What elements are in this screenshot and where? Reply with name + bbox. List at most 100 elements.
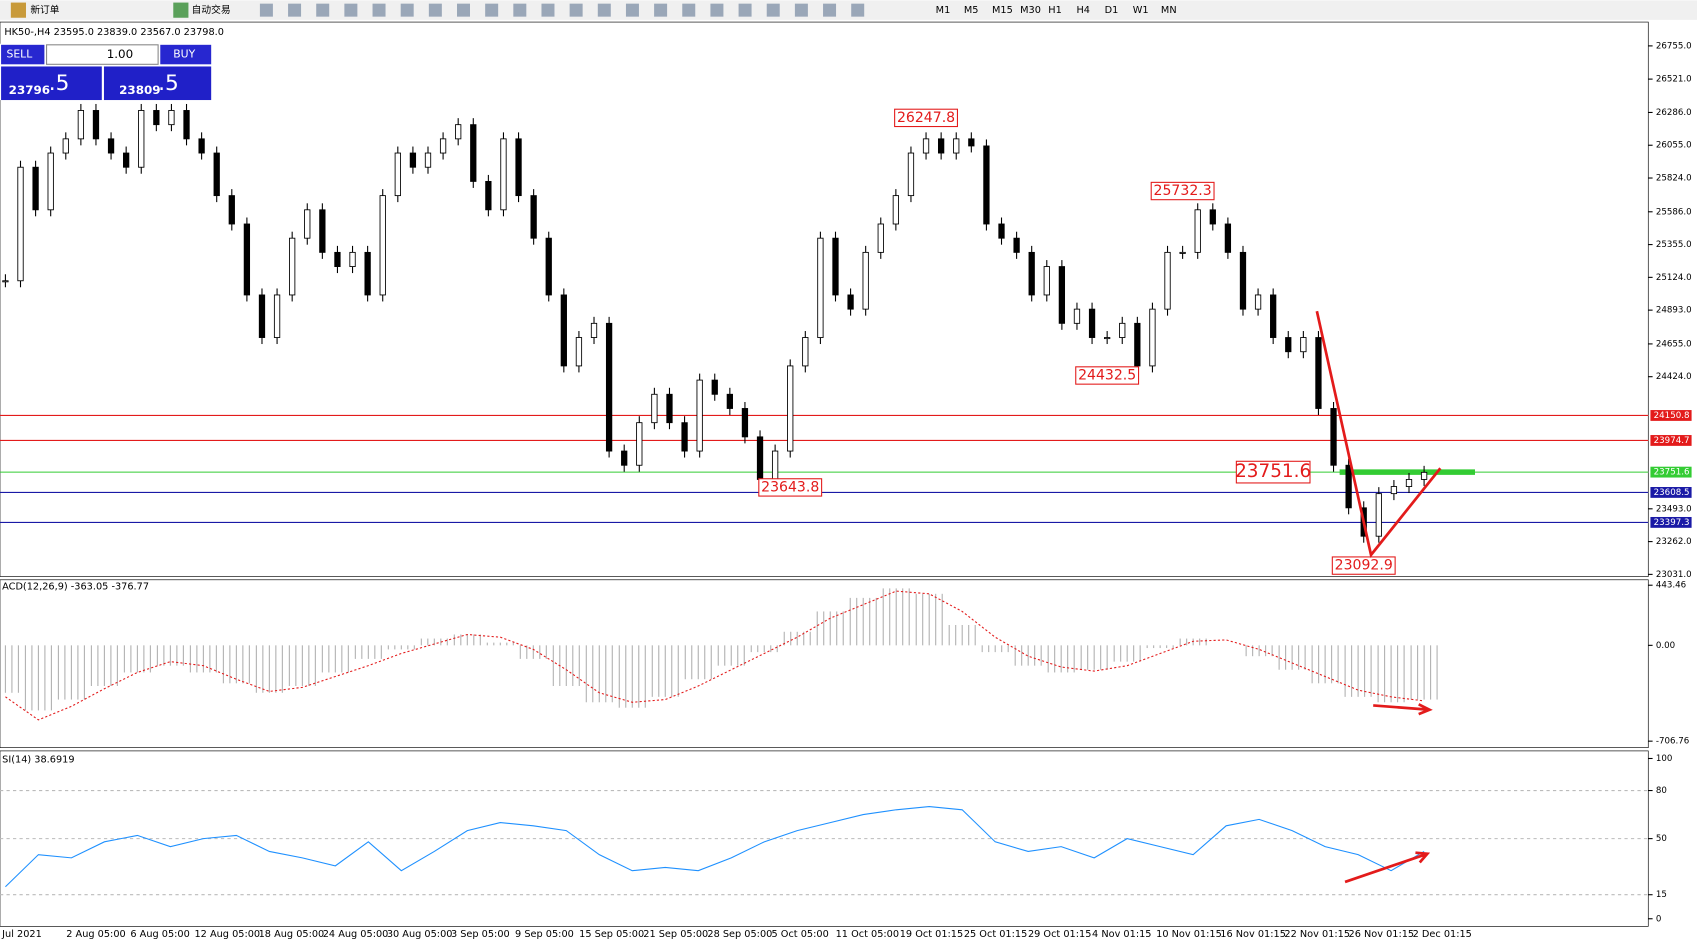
toolbar-icon[interactable]	[569, 3, 583, 17]
toolbar-icon[interactable]	[851, 3, 865, 17]
toolbar-icon[interactable]	[428, 3, 442, 17]
icon[interactable]	[10, 2, 26, 18]
candle	[1119, 322, 1126, 338]
candle	[485, 180, 492, 211]
volume-input[interactable]	[46, 44, 159, 65]
y-tick-label: 0.00	[1656, 641, 1675, 651]
candle	[198, 138, 205, 154]
toolbar-icon[interactable]	[766, 3, 780, 17]
timeframe[interactable]: MN	[1161, 5, 1177, 16]
candle	[243, 223, 251, 296]
toolbar-icon[interactable]	[457, 3, 471, 17]
annotation: 23751.6	[1235, 461, 1311, 482]
y-tick-label: 24893.0	[1656, 306, 1692, 316]
buy-button[interactable]	[160, 44, 212, 65]
timeframe[interactable]: H1	[1048, 5, 1062, 16]
toolbar-icon[interactable]	[541, 3, 555, 17]
candle	[968, 138, 975, 147]
y-tick-label: -706.76	[1656, 737, 1689, 747]
timeframe[interactable]: M30	[1020, 5, 1041, 16]
candle	[1315, 337, 1322, 409]
candle	[379, 195, 386, 296]
candle	[1405, 479, 1413, 487]
candle	[817, 237, 824, 338]
candle	[666, 393, 673, 424]
toolbar-icon[interactable]	[738, 3, 752, 17]
timeframe[interactable]: M1	[936, 5, 951, 16]
candle	[1104, 337, 1111, 340]
buy-price-box[interactable]	[103, 66, 212, 101]
timeframe[interactable]: H4	[1076, 5, 1090, 16]
icon[interactable]	[173, 2, 189, 18]
candle	[937, 138, 945, 154]
x-tick-label: 21 Sep 05:00	[643, 929, 708, 940]
toolbar-icon[interactable]	[794, 3, 808, 17]
y-tick-label: 100	[1656, 754, 1673, 764]
candle	[651, 393, 658, 424]
toolbar-icon[interactable]	[710, 3, 724, 17]
timeframe[interactable]: D1	[1105, 5, 1119, 16]
candle	[530, 195, 537, 239]
toolbar-icon[interactable]	[682, 3, 696, 17]
sell-price: 23796	[9, 83, 50, 97]
candle	[1330, 408, 1337, 466]
x-tick-label: 9 Sep 05:00	[515, 929, 574, 940]
candle	[787, 365, 794, 452]
candle	[213, 152, 220, 197]
candle	[711, 379, 718, 395]
buy-text: BUY	[173, 48, 195, 61]
x-tick-label: 4 Nov 01:15	[1092, 929, 1151, 940]
candle	[802, 337, 809, 367]
candle	[92, 110, 100, 140]
timeframe[interactable]: M15	[992, 5, 1013, 16]
timeframe[interactable]: M5	[964, 5, 979, 16]
toolbar-button[interactable]: 新订单	[30, 3, 59, 16]
toolbar-icon[interactable]	[400, 3, 414, 17]
candle	[1420, 471, 1428, 480]
candle	[258, 294, 266, 338]
candle	[560, 294, 567, 367]
y-tick-label: 26055.0	[1656, 141, 1692, 151]
toolbar-icon[interactable]	[513, 3, 527, 17]
annotation-box	[894, 108, 958, 128]
toolbar-icon[interactable]	[654, 3, 668, 17]
candle	[605, 322, 613, 452]
annotation: 23092.9	[1335, 558, 1393, 574]
candle	[983, 145, 990, 225]
y-tick-label: 26286.0	[1656, 108, 1692, 118]
level-label: 23751.6	[1654, 468, 1690, 478]
y-tick-label: 23031.0	[1656, 570, 1692, 580]
rsi-arrow	[1344, 851, 1431, 884]
x-tick-label: 26 Nov 01:15	[1349, 929, 1415, 940]
x-tick-label: 16 Nov 01:15	[1220, 929, 1286, 940]
y-tick-label: 23493.0	[1656, 504, 1692, 514]
x-tick-label: 19 Oct 01:15	[900, 929, 963, 940]
toolbar-icon[interactable]	[372, 3, 386, 17]
toolbar-icon[interactable]	[259, 3, 273, 17]
timeframe[interactable]: W1	[1133, 5, 1149, 16]
candle	[334, 251, 341, 268]
candle	[289, 237, 296, 296]
sell-button[interactable]	[1, 44, 45, 65]
candle	[1028, 251, 1035, 296]
toolbar-icon[interactable]	[288, 3, 302, 17]
candle	[922, 138, 930, 154]
x-tick-label: 11 Oct 05:00	[836, 929, 899, 940]
annotation: 26247.8	[897, 110, 955, 126]
toolbar-icon[interactable]	[597, 3, 611, 17]
candle	[107, 138, 115, 154]
toolbar-icon[interactable]	[823, 3, 837, 17]
toolbar-icon[interactable]	[625, 3, 639, 17]
toolbar-icon[interactable]	[316, 3, 330, 17]
annotation-box	[1235, 460, 1311, 484]
toolbar-button[interactable]: 自动交易	[192, 3, 231, 16]
candle	[621, 450, 628, 466]
candle	[696, 379, 703, 452]
level-label: 23608.5	[1654, 488, 1690, 498]
candle	[1058, 266, 1066, 324]
candle	[832, 237, 839, 296]
one-click-panel: SELL 1.00 BUY 23796 .5 23809 .5	[0, 43, 213, 101]
toolbar-icon[interactable]	[485, 3, 499, 17]
sell-price-box[interactable]	[1, 66, 102, 101]
toolbar-icon[interactable]	[344, 3, 358, 17]
